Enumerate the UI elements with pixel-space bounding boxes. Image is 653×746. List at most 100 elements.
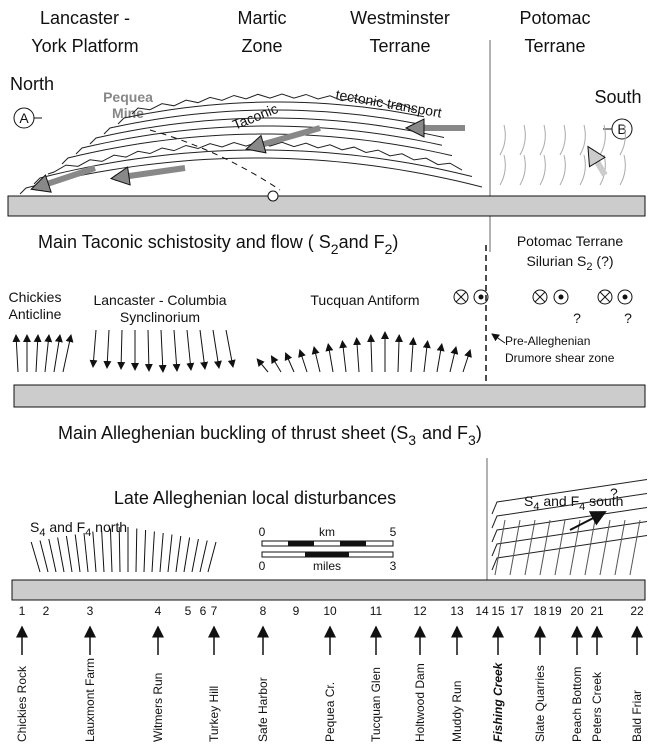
crenulation [492,536,647,571]
thrust-sheet [14,385,645,407]
fold-arrow [411,338,413,372]
fold-arrow [36,335,38,372]
shear-zone-label: Pre-Alleghenian [505,334,590,348]
location-number: 14 [475,604,489,618]
foliation [580,125,585,155]
movement-dot [623,295,628,300]
foliation [560,125,565,155]
fold-arrow [200,330,205,369]
scale-label: 5 [390,525,397,539]
fabric-line [208,542,216,572]
arrow [570,512,605,530]
location-name: Tucquan Glen [369,667,383,742]
fold-arrow [463,350,470,372]
fold-arrow [63,335,71,372]
movement-dot [559,295,564,300]
structure-label: Lancaster - Columbia [93,292,226,308]
fold-arrow [342,341,346,372]
movement-symbols [454,290,632,304]
fold-arrow [174,330,177,371]
fabric-line [110,529,112,573]
fabric-line [93,532,96,573]
fold-arrow [328,344,333,372]
location-name: Peters Creek [590,671,604,742]
location-number: 6 [200,604,207,618]
fold-arrow [107,330,109,368]
marker-a: A [19,110,29,126]
fabric-line [176,536,181,572]
fold-arrow [371,335,372,372]
thrust-sheet [8,196,645,216]
location-name: Peach Bottom [570,667,584,742]
location-number: 8 [260,604,267,618]
fabric-line [495,520,505,575]
figure: Lancaster - York Platform Martic Zone We… [0,0,653,746]
fabric-line [168,535,172,573]
location-name: Lauxmont Farm [83,658,97,742]
locations: 1Chickies Rock23Lauxmont Farm4Witmers Ru… [15,604,644,742]
foliation [520,155,525,185]
fabric-line [75,535,80,573]
fabric-line [555,520,565,575]
foliation [540,155,545,185]
location-number: 1 [19,604,26,618]
s4-north: S4 and F4 north [30,519,127,539]
location-name: Slate Quarries [533,665,547,742]
fabric-line [31,542,40,572]
scale-label: 0 [259,559,266,573]
scale-km [340,541,366,546]
fold-arrow [148,330,149,371]
foliation [520,125,525,155]
location-number: 20 [570,604,584,618]
fabric-line [102,530,104,572]
structure-label: Chickies [9,289,62,305]
location-number: 17 [510,604,524,618]
fold-arrow [54,335,60,372]
foliation [600,125,605,155]
location-name: Turkey Hill [207,686,221,742]
fabric-line [49,539,56,572]
scale-miles [305,552,349,557]
fabric-line [525,520,535,575]
scale-km [262,541,393,546]
location-number: 11 [370,604,383,618]
foliation [500,125,505,155]
north-label: North [10,74,54,94]
shear-zone-label: Drumore shear zone [505,351,615,365]
header: Zone [241,36,282,56]
location-name: Pequea Cr. [323,682,337,742]
scale-bar: 0 km 5 0 miles 3 [259,525,397,573]
pequea-mine: Mine [112,105,144,121]
fold-arrow [213,330,219,368]
caption: Main Alleghenian buckling of thrust shee… [58,423,482,448]
fabric-line [136,529,137,573]
fold-arrow [314,347,320,372]
location-name: Chickies Rock [15,665,29,742]
foliation [560,155,565,185]
location-number: 13 [450,604,464,618]
fabric-line [144,530,146,572]
pequea-mine: Pequea [103,89,153,105]
fold-arrow [257,359,268,372]
location-number: 7 [211,604,218,618]
location-name: Fishing Creek [491,661,505,742]
fold-arrow [93,330,96,367]
scale-label: km [319,525,335,539]
fold-arrow [16,335,18,372]
structure-label: Synclinorium [120,309,200,325]
header: Terrane [369,36,430,56]
fabric-line [160,533,163,572]
location-number: 4 [155,604,162,618]
fold-arrow [357,338,359,372]
scale-km [288,541,314,546]
fold-arrow [424,341,428,372]
location-number: 21 [590,604,604,618]
fabric-line [615,520,625,575]
fold-arrow [187,330,191,370]
location-name: Safe Harbor [256,677,270,742]
scale-label: 3 [390,559,397,573]
location-name: Muddy Run [450,681,464,742]
query: ? [624,310,632,326]
scale-label: miles [313,559,341,573]
structure-label: Tucquan Antiform [310,292,419,308]
